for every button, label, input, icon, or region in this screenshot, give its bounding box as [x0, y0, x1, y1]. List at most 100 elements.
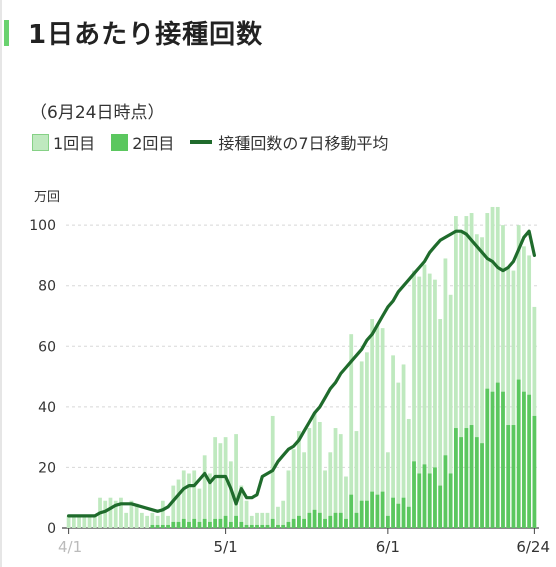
bar-first-dose: [276, 506, 280, 528]
bar-first-dose: [302, 452, 307, 528]
y-tick-label: 20: [38, 460, 56, 476]
bar-first-dose: [244, 500, 249, 528]
bar-second-dose: [495, 382, 500, 528]
bar-first-dose: [255, 512, 259, 528]
bar-second-dose: [422, 464, 427, 528]
bar-second-dose: [501, 391, 505, 528]
bar-first-dose: [187, 473, 191, 528]
bar-second-dose: [260, 524, 265, 528]
bar-second-dose: [166, 524, 170, 528]
bar-second-dose: [485, 388, 490, 528]
bar-second-dose: [344, 518, 348, 528]
bar-first-dose: [522, 246, 526, 529]
bar-first-dose: [391, 355, 395, 528]
bar-first-dose: [296, 431, 301, 528]
bar-first-dose: [448, 294, 453, 528]
bar-second-dose: [234, 515, 238, 528]
bar-first-dose: [291, 449, 296, 528]
bar-second-dose: [490, 391, 495, 528]
bar-first-dose: [412, 270, 416, 528]
bar-first-dose: [443, 258, 448, 528]
bar-first-dose: [307, 428, 312, 528]
bar-second-dose: [443, 455, 448, 528]
bar-first-dose: [464, 216, 469, 529]
y-tick-label: 40: [38, 400, 56, 416]
bar-first-dose: [213, 437, 218, 528]
bar-second-dose: [448, 473, 453, 528]
bar-first-dose: [474, 234, 479, 528]
bar-first-dose: [359, 361, 364, 528]
bar-first-dose: [166, 515, 170, 528]
bar-first-dose: [145, 515, 150, 528]
bar-first-dose: [202, 455, 207, 528]
bar-first-dose: [181, 470, 186, 528]
bar-second-dose: [522, 391, 526, 528]
bar-first-dose: [333, 428, 338, 528]
legend-label-second-dose: 2回目: [132, 134, 175, 153]
bar-second-dose: [291, 518, 296, 528]
bar-first-dose: [82, 515, 87, 528]
bar-second-dose: [328, 515, 333, 528]
legend-label-first-dose: 1回目: [53, 134, 96, 153]
bar-second-dose: [302, 518, 307, 528]
bar-first-dose: [501, 225, 505, 528]
bar-second-dose: [417, 473, 422, 528]
bar-first-dose: [469, 213, 474, 528]
bar-first-dose: [239, 485, 244, 528]
bar-first-dose: [370, 319, 375, 528]
bar-second-dose: [286, 521, 291, 528]
legend-swatch-second-dose: [111, 133, 129, 151]
bar-first-dose: [438, 319, 443, 528]
bar-first-dose: [344, 476, 348, 528]
bar-first-dose: [396, 382, 401, 528]
bar-first-dose: [527, 255, 532, 528]
bar-first-dose: [422, 264, 427, 528]
bar-first-dose: [71, 515, 76, 528]
bar-second-dose: [181, 518, 186, 528]
bar-second-dose: [208, 521, 212, 528]
legend-swatch-moving-average: [190, 140, 213, 144]
bar-second-dose: [255, 524, 259, 528]
bar-second-dose: [317, 512, 322, 528]
bar-first-dose: [401, 364, 406, 528]
x-tick-label: 6/24: [516, 538, 550, 556]
bar-second-dose: [276, 524, 280, 528]
bar-second-dose: [171, 521, 176, 528]
bar-second-dose: [506, 425, 511, 528]
bar-second-dose: [176, 521, 181, 528]
bar-first-dose: [433, 279, 437, 528]
bar-first-dose: [417, 276, 422, 528]
bar-first-dose: [506, 267, 511, 528]
bar-first-dose: [323, 470, 327, 528]
bar-second-dose: [333, 512, 338, 528]
bar-second-dose: [296, 515, 301, 528]
bar-second-dose: [197, 521, 202, 528]
bar-second-dose: [307, 512, 312, 528]
bar-first-dose: [134, 503, 139, 528]
chart-legend: 1回目 2回目 接種回数の7日移動平均: [32, 130, 405, 154]
bar-second-dose: [150, 524, 155, 528]
bar-second-dose: [192, 518, 197, 528]
bar-second-dose: [453, 428, 458, 528]
bar-first-dose: [349, 334, 354, 528]
bar-second-dose: [202, 518, 207, 528]
bar-second-dose: [464, 428, 469, 528]
bar-second-dose: [160, 524, 165, 528]
bar-first-dose: [77, 515, 81, 528]
bar-first-dose: [459, 231, 464, 528]
bar-first-dose: [406, 418, 411, 528]
bar-first-dose: [223, 437, 228, 528]
bar-second-dose: [385, 515, 390, 528]
bar-second-dose: [391, 497, 395, 528]
bar-second-dose: [239, 521, 244, 528]
bar-first-dose: [87, 515, 92, 528]
bar-second-dose: [323, 518, 327, 528]
bar-first-dose: [124, 512, 129, 528]
y-axis-unit-label: 万回: [34, 190, 61, 205]
bar-second-dose: [249, 524, 254, 528]
bar-second-dose: [312, 509, 317, 528]
left-rule: [0, 0, 2, 567]
bar-second-dose: [155, 524, 160, 528]
bar-first-dose: [160, 500, 165, 528]
